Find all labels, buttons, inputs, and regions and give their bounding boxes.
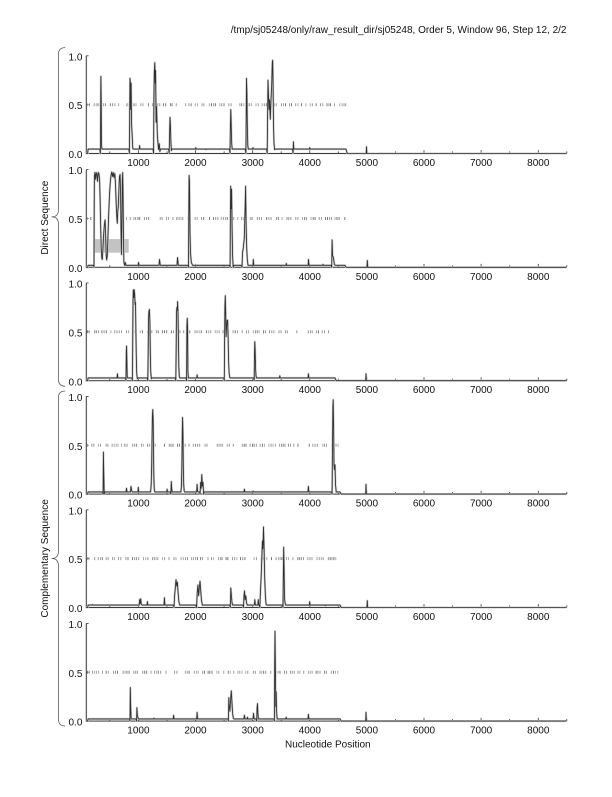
svg-text:5000: 5000 [356,158,379,169]
svg-text:1000: 1000 [127,726,150,737]
svg-text:8000: 8000 [527,612,550,623]
svg-text:1.0: 1.0 [68,620,82,631]
svg-text:8000: 8000 [527,385,550,396]
svg-text:7000: 7000 [470,726,493,737]
svg-text:4000: 4000 [299,385,322,396]
svg-text:0.5: 0.5 [68,328,82,339]
svg-text:6000: 6000 [413,272,436,283]
svg-text:1000: 1000 [127,158,150,169]
svg-text:7000: 7000 [470,158,493,169]
svg-text:0.5: 0.5 [68,101,82,112]
svg-text:7000: 7000 [470,385,493,396]
svg-text:Complementary Sequence: Complementary Sequence [40,499,51,618]
svg-text:3000: 3000 [242,499,265,510]
svg-text:7000: 7000 [470,499,493,510]
svg-text:8000: 8000 [527,158,550,169]
svg-text:2000: 2000 [184,272,207,283]
svg-text:5000: 5000 [356,385,379,396]
svg-text:1000: 1000 [127,612,150,623]
svg-text:3000: 3000 [242,385,265,396]
svg-text:0.5: 0.5 [68,442,82,453]
svg-text:1.0: 1.0 [68,393,82,404]
svg-text:4000: 4000 [299,612,322,623]
svg-text:5000: 5000 [356,499,379,510]
svg-text:2000: 2000 [184,499,207,510]
svg-text:3000: 3000 [242,612,265,623]
svg-text:5000: 5000 [356,272,379,283]
svg-text:8000: 8000 [527,726,550,737]
svg-text:0.5: 0.5 [68,669,82,680]
svg-text:5000: 5000 [356,726,379,737]
svg-text:8000: 8000 [527,272,550,283]
svg-text:3000: 3000 [242,158,265,169]
svg-text:1.0: 1.0 [68,52,82,63]
svg-text:3000: 3000 [242,726,265,737]
svg-text:0.0: 0.0 [68,718,82,729]
svg-text:0.0: 0.0 [68,491,82,502]
svg-text:1000: 1000 [127,499,150,510]
svg-text:4000: 4000 [299,499,322,510]
svg-text:2000: 2000 [184,385,207,396]
svg-text:0.0: 0.0 [68,604,82,615]
svg-text:6000: 6000 [413,726,436,737]
svg-text:5000: 5000 [356,612,379,623]
svg-text:2000: 2000 [184,612,207,623]
svg-text:2000: 2000 [184,158,207,169]
svg-text:0.0: 0.0 [68,264,82,275]
svg-text:4000: 4000 [299,158,322,169]
svg-text:4000: 4000 [299,726,322,737]
svg-text:7000: 7000 [470,272,493,283]
svg-text:6000: 6000 [413,385,436,396]
svg-text:1000: 1000 [127,385,150,396]
svg-text:1.0: 1.0 [68,506,82,517]
svg-text:0.5: 0.5 [68,215,82,226]
svg-text:0.5: 0.5 [68,555,82,566]
svg-text:Direct Sequence: Direct Sequence [40,180,51,254]
svg-text:Nucleotide Position: Nucleotide Position [285,739,371,750]
svg-text:4000: 4000 [299,272,322,283]
svg-text:0.0: 0.0 [68,377,82,388]
svg-text:6000: 6000 [413,612,436,623]
svg-text:7000: 7000 [470,612,493,623]
svg-text:6000: 6000 [413,158,436,169]
svg-text:3000: 3000 [242,272,265,283]
svg-text:8000: 8000 [527,499,550,510]
svg-text:1.0: 1.0 [68,280,82,291]
svg-text:6000: 6000 [413,499,436,510]
svg-text:1000: 1000 [127,272,150,283]
svg-text:1.0: 1.0 [68,166,82,177]
svg-text:0.0: 0.0 [68,150,82,161]
svg-text:2000: 2000 [184,726,207,737]
svg-text:/tmp/sj05248/only/raw_result_d: /tmp/sj05248/only/raw_result_dir/sj05248… [231,25,567,36]
